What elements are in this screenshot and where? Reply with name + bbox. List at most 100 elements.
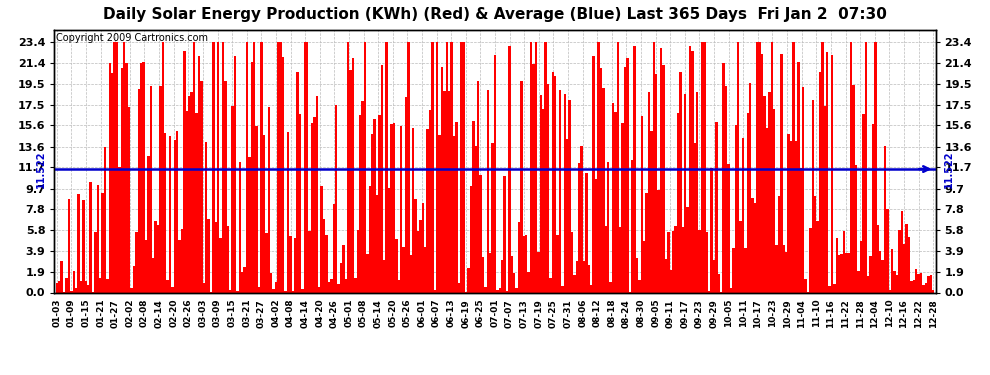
Bar	[920, 273, 923, 292]
Bar	[660, 48, 662, 292]
Bar	[677, 112, 679, 292]
Bar	[424, 247, 427, 292]
Bar	[169, 136, 171, 292]
Bar	[246, 42, 248, 292]
Bar	[97, 184, 99, 292]
Bar	[499, 288, 501, 292]
Bar	[94, 232, 97, 292]
Bar	[893, 271, 896, 292]
Bar	[282, 57, 284, 292]
Bar	[605, 226, 607, 292]
Bar	[768, 92, 770, 292]
Bar	[580, 146, 583, 292]
Bar	[898, 230, 901, 292]
Bar	[138, 89, 140, 292]
Bar	[795, 141, 797, 292]
Bar	[255, 126, 257, 292]
Bar	[340, 263, 343, 292]
Bar	[444, 91, 446, 292]
Bar	[292, 291, 294, 292]
Bar	[140, 63, 143, 292]
Bar	[624, 67, 627, 292]
Bar	[432, 42, 434, 292]
Bar	[725, 86, 728, 292]
Bar	[415, 199, 417, 292]
Bar	[932, 290, 935, 292]
Bar	[535, 42, 538, 292]
Bar	[544, 42, 546, 292]
Bar	[542, 109, 545, 292]
Bar	[631, 160, 634, 292]
Bar	[713, 260, 715, 292]
Bar	[819, 72, 821, 292]
Bar	[378, 115, 380, 292]
Bar	[829, 285, 831, 292]
Bar	[864, 42, 867, 292]
Bar	[792, 42, 795, 292]
Bar	[244, 267, 246, 292]
Bar	[330, 279, 333, 292]
Bar	[650, 131, 652, 292]
Bar	[89, 182, 92, 292]
Bar	[556, 235, 558, 292]
Bar	[289, 236, 292, 292]
Bar	[494, 55, 496, 292]
Bar	[874, 42, 876, 292]
Bar	[607, 162, 610, 292]
Bar	[67, 199, 70, 292]
Bar	[472, 121, 474, 292]
Bar	[758, 42, 761, 292]
Bar	[516, 288, 518, 292]
Bar	[143, 62, 145, 292]
Bar	[128, 107, 131, 292]
Bar	[787, 134, 790, 292]
Bar	[778, 196, 780, 292]
Bar	[359, 115, 361, 292]
Bar	[927, 276, 930, 292]
Bar	[644, 241, 645, 292]
Bar	[457, 284, 460, 292]
Bar	[316, 96, 318, 292]
Bar	[338, 285, 340, 292]
Bar	[872, 124, 874, 292]
Bar	[452, 135, 455, 292]
Bar	[884, 147, 886, 292]
Bar	[299, 114, 301, 292]
Bar	[237, 291, 239, 292]
Bar	[126, 63, 128, 292]
Bar	[75, 288, 77, 292]
Bar	[482, 257, 484, 292]
Bar	[402, 247, 405, 292]
Bar	[753, 203, 756, 292]
Bar	[842, 231, 845, 292]
Bar	[373, 119, 376, 292]
Bar	[869, 256, 872, 292]
Bar	[740, 221, 742, 292]
Bar	[260, 42, 262, 292]
Bar	[530, 42, 533, 292]
Bar	[361, 101, 363, 292]
Bar	[419, 220, 422, 292]
Bar	[756, 42, 758, 292]
Bar	[427, 129, 429, 292]
Bar	[183, 51, 186, 292]
Bar	[857, 272, 859, 292]
Bar	[186, 111, 188, 292]
Bar	[467, 268, 469, 292]
Bar	[333, 204, 335, 292]
Bar	[422, 203, 424, 292]
Bar	[80, 281, 82, 292]
Bar	[751, 198, 753, 292]
Bar	[896, 274, 898, 292]
Bar	[270, 273, 272, 292]
Bar	[821, 42, 824, 292]
Bar	[448, 91, 450, 292]
Bar	[662, 65, 664, 292]
Bar	[636, 258, 639, 292]
Bar	[159, 86, 161, 292]
Bar	[770, 42, 773, 292]
Bar	[212, 42, 215, 292]
Bar	[450, 42, 452, 292]
Bar	[133, 266, 135, 292]
Bar	[655, 74, 657, 292]
